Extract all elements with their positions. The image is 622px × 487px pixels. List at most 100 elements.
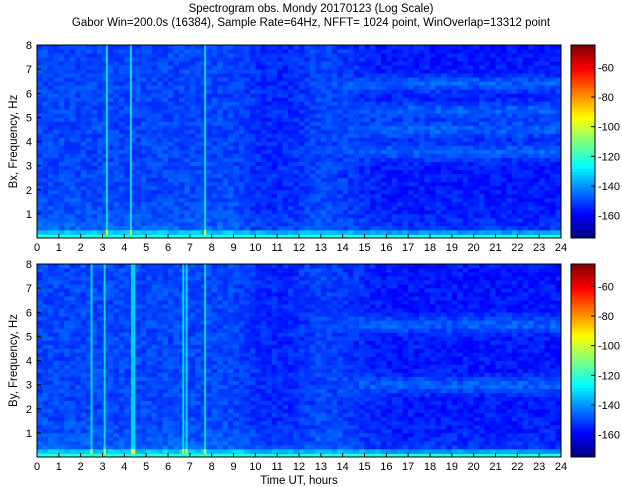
heatmap-cell: [451, 149, 458, 154]
heatmap-cell: [97, 169, 103, 175]
heatmap-cell: [206, 221, 213, 227]
heatmap-cell: [277, 221, 284, 227]
heatmap-cell: [511, 161, 518, 167]
heatmap-cell: [479, 77, 485, 82]
heatmap-cell: [129, 85, 136, 90]
heatmap-cell: [413, 229, 420, 235]
heatmap-cell: [342, 229, 349, 235]
heatmap-cell: [386, 61, 393, 66]
heatmap-cell: [342, 69, 349, 74]
heatmap-cell: [484, 101, 491, 106]
heatmap-cell: [430, 125, 436, 130]
heatmap-cell: [293, 181, 300, 187]
heatmap-cell: [217, 169, 223, 175]
heatmap-cell: [233, 193, 240, 199]
heatmap-cell: [151, 121, 158, 126]
heatmap-cell: [135, 125, 142, 130]
heatmap-cell: [249, 57, 256, 62]
heatmap-cell: [228, 73, 234, 78]
heatmap-cell: [146, 141, 153, 146]
heatmap-cell: [75, 157, 82, 162]
heatmap-cell: [53, 181, 60, 187]
heatmap-cell: [64, 173, 71, 179]
heatmap-cell: [53, 217, 60, 223]
heatmap-cell: [402, 229, 409, 235]
heatmap-cell: [129, 89, 136, 94]
heatmap-cell: [380, 49, 387, 54]
heatmap-cell: [293, 69, 300, 74]
heatmap-cell: [233, 137, 240, 142]
heatmap-cell: [206, 57, 213, 62]
heatmap-cell: [320, 45, 327, 50]
heatmap-cell: [462, 73, 469, 78]
heatmap-cell: [64, 145, 71, 150]
heatmap-cell: [37, 93, 43, 98]
heatmap-cell: [430, 185, 436, 191]
heatmap-cell: [168, 201, 174, 207]
heatmap-cell: [200, 117, 207, 122]
heatmap-cell: [337, 221, 344, 227]
heatmap-cell: [375, 161, 382, 167]
heatmap-cell: [320, 97, 327, 102]
heatmap-cell: [320, 141, 327, 146]
heatmap-cell: [222, 77, 229, 82]
heatmap-cell: [266, 201, 273, 207]
heatmap-cell: [462, 205, 469, 211]
heatmap-cell: [47, 392, 54, 398]
heatmap-cell: [184, 81, 191, 86]
heatmap-cell: [206, 53, 213, 58]
heatmap-cell: [58, 105, 65, 110]
heatmap-cell: [353, 53, 360, 58]
heatmap-cell: [238, 113, 245, 118]
heatmap-cell: [506, 97, 513, 102]
heatmap-cell: [195, 101, 202, 106]
heatmap-cell: [430, 65, 436, 70]
heatmap-cell: [157, 201, 163, 207]
heatmap-cell: [233, 165, 240, 171]
heatmap-cell: [337, 57, 344, 62]
heatmap-cell: [309, 141, 316, 146]
heatmap-cell: [37, 117, 43, 122]
heatmap-cell: [446, 85, 453, 90]
heatmap-cell: [151, 209, 158, 215]
heatmap-cell: [173, 205, 180, 211]
heatmap-cell: [462, 153, 469, 158]
heatmap-cell: [484, 197, 491, 203]
heatmap-cell: [189, 57, 196, 62]
heatmap-cell: [337, 97, 344, 102]
colorbar-segment: [571, 219, 595, 224]
heatmap-cell: [353, 129, 360, 134]
heatmap-cell: [375, 221, 382, 227]
heatmap-cell: [228, 125, 234, 130]
heatmap-cell: [468, 121, 475, 126]
heatmap-cell: [178, 205, 185, 211]
heatmap-cell: [249, 189, 256, 195]
heatmap-cell: [64, 117, 71, 122]
heatmap-cell: [495, 229, 502, 235]
heatmap-cell: [506, 153, 513, 158]
heatmap-cell: [189, 201, 196, 207]
heatmap-cell: [118, 89, 125, 94]
heatmap-cell: [140, 137, 147, 142]
heatmap-cell: [315, 125, 322, 130]
heatmap-cell: [326, 61, 333, 66]
heatmap-cell: [102, 161, 109, 167]
heatmap-cell: [348, 225, 354, 231]
heatmap-cell: [157, 101, 163, 106]
heatmap-cell: [462, 57, 469, 62]
heatmap-cell: [233, 81, 240, 86]
heatmap-cell: [37, 412, 43, 418]
heatmap-cell: [42, 197, 49, 203]
heatmap-cell: [288, 137, 294, 142]
heatmap-cell: [200, 205, 207, 211]
colorbar-segment: [571, 150, 595, 154]
heatmap-cell: [75, 57, 82, 62]
heatmap-cell: [69, 153, 76, 158]
heatmap-cell: [484, 125, 491, 130]
heatmap-cell: [217, 145, 223, 150]
heatmap-cell: [402, 121, 409, 126]
heatmap-cell: [299, 73, 305, 78]
heatmap-cell: [490, 49, 496, 54]
heatmap-cell: [451, 85, 458, 90]
heatmap-cell: [364, 201, 371, 207]
